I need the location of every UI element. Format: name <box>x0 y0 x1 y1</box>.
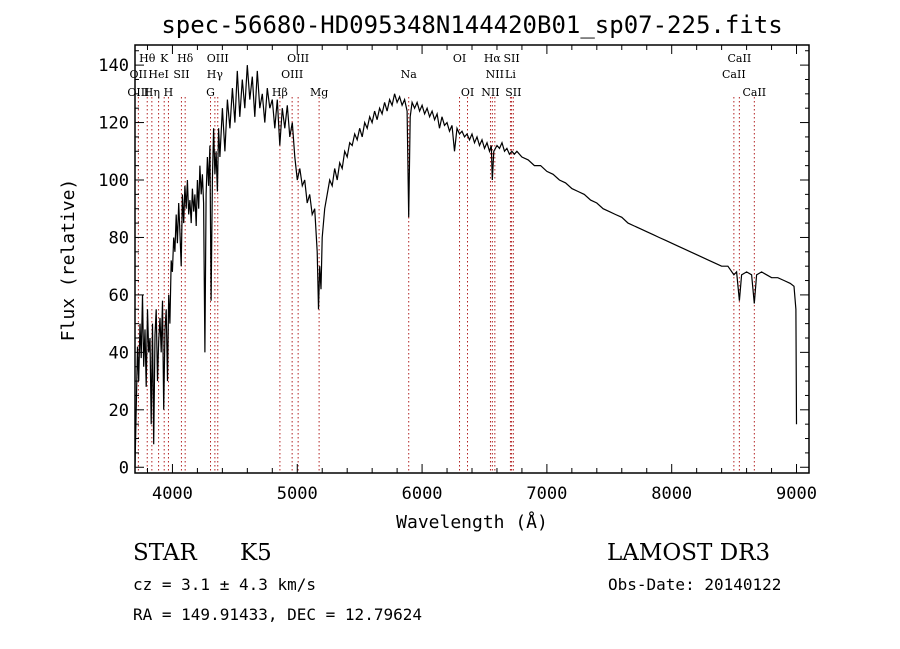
y-tick-label: 20 <box>109 401 129 421</box>
spectral-line-label: H <box>164 86 174 99</box>
spectral-line-label: NII <box>481 86 499 99</box>
object-subclass: K5 <box>240 540 272 566</box>
spectral-line-label: CaII <box>728 52 752 65</box>
spectral-line-label: OIII <box>287 52 309 65</box>
spectral-line-label: OI <box>461 86 474 99</box>
spectral-line-label: Hθ <box>139 52 156 65</box>
spectral-line-label: Hα <box>484 52 502 65</box>
spectral-line-label: OIII <box>281 68 303 81</box>
spectral-line-label: Hβ <box>272 86 288 99</box>
redshift-value: cz = 3.1 ± 4.3 km/s <box>133 575 317 594</box>
x-tick-label: 8000 <box>651 484 692 504</box>
y-tick-label: 60 <box>109 286 129 306</box>
spectral-line-label: OIII <box>207 52 229 65</box>
spectral-line-label: Hδ <box>177 52 194 65</box>
x-tick-label: 4000 <box>152 484 193 504</box>
spectral-line-label: G <box>206 86 215 99</box>
y-tick-label: 140 <box>98 56 129 76</box>
spectral-line-label: CaII <box>722 68 746 81</box>
observation-date: Obs-Date: 20140122 <box>608 575 782 594</box>
spectral-line-label: K <box>160 52 169 65</box>
spectral-line-label: SII <box>173 68 189 81</box>
y-tick-label: 100 <box>98 171 129 191</box>
spectral-line-label: Li <box>505 68 516 81</box>
spectral-line-label: CaII <box>742 86 766 99</box>
y-tick-label: 0 <box>119 458 129 478</box>
spectral-line-label: OIII <box>127 86 149 99</box>
spectrum-line <box>134 65 798 468</box>
survey-name: LAMOST DR3 <box>607 540 771 566</box>
axis-ticks: 4000 5000 6000 7000 8000 9000 0 20 40 60 80 100 120 1… <box>98 45 817 504</box>
chart-title: spec-56680-HD095348N144420B01_sp07-225.f… <box>161 11 782 39</box>
spectral-line-label: Mg <box>310 86 328 99</box>
x-tick-label: 5000 <box>277 484 318 504</box>
y-tick-label: 120 <box>98 114 129 134</box>
spectral-line-label: Hη <box>144 86 160 99</box>
x-tick-label: 6000 <box>402 484 443 504</box>
y-tick-label: 40 <box>109 343 129 363</box>
x-tick-label: 9000 <box>776 484 817 504</box>
y-axis-label: Flux (relative) <box>58 179 79 342</box>
x-tick-label: 7000 <box>526 484 567 504</box>
spectral-line-label: Hγ <box>207 68 224 81</box>
spectral-line-label: SII <box>505 86 521 99</box>
spectral-line-label: Na <box>401 68 418 81</box>
spectral-line-label: OII <box>130 68 148 81</box>
spectral-line-label: HeI <box>148 68 168 81</box>
spectral-line-label: OI <box>453 52 466 65</box>
object-type: STAR <box>133 540 197 566</box>
y-tick-label: 80 <box>109 228 129 248</box>
spectral-line-label: NII <box>486 68 504 81</box>
x-axis-label: Wavelength (Å) <box>396 511 548 533</box>
spectral-line-label: SII <box>503 52 519 65</box>
coordinates: RA = 149.91433, DEC = 12.79624 <box>133 605 422 624</box>
